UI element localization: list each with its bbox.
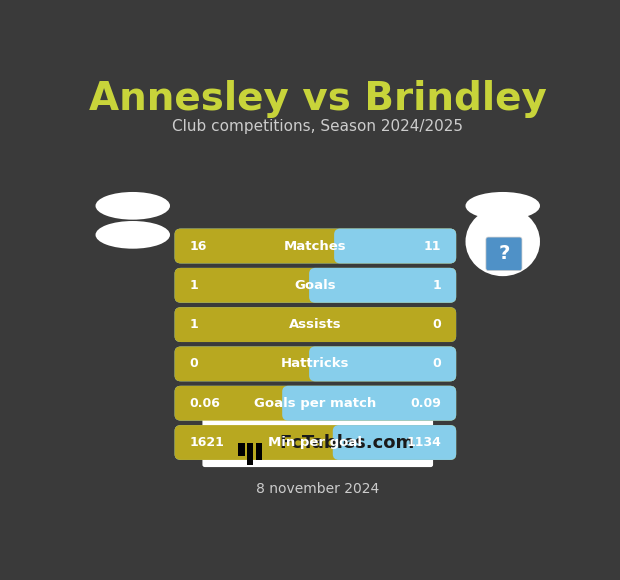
FancyBboxPatch shape [175,386,456,420]
Text: Goals: Goals [294,279,336,292]
FancyBboxPatch shape [175,346,456,381]
FancyBboxPatch shape [486,237,522,270]
Bar [339,431,450,454]
Text: Matches: Matches [284,240,347,252]
Ellipse shape [466,207,540,276]
Text: 0: 0 [433,357,441,371]
Text: 1134: 1134 [406,436,441,449]
Text: Hattricks: Hattricks [281,357,350,371]
FancyBboxPatch shape [333,425,456,460]
Text: 1: 1 [190,318,198,331]
FancyBboxPatch shape [175,346,456,381]
FancyBboxPatch shape [175,307,456,342]
FancyBboxPatch shape [175,268,456,303]
Bar [256,443,262,461]
Text: ?: ? [498,244,510,263]
Ellipse shape [466,192,540,220]
Text: 16: 16 [190,240,207,252]
FancyBboxPatch shape [175,425,456,460]
FancyBboxPatch shape [282,386,456,420]
Text: Assists: Assists [289,318,342,331]
Text: 1: 1 [433,279,441,292]
FancyBboxPatch shape [175,229,456,263]
FancyBboxPatch shape [309,346,456,381]
Text: 0.06: 0.06 [190,397,220,409]
Text: 0.09: 0.09 [410,397,441,409]
Text: Goals per match: Goals per match [254,397,376,409]
Bar [316,352,450,375]
FancyBboxPatch shape [175,425,456,460]
Text: Club competitions, Season 2024/2025: Club competitions, Season 2024/2025 [172,119,463,134]
Text: FcTables.com: FcTables.com [279,433,414,451]
Text: 1: 1 [190,279,198,292]
Bar [288,392,450,415]
FancyBboxPatch shape [334,229,456,263]
Text: 11: 11 [423,240,441,252]
Ellipse shape [95,192,170,220]
Text: Annesley vs Brindley: Annesley vs Brindley [89,79,547,118]
Text: 8 november 2024: 8 november 2024 [256,481,379,495]
Bar [247,443,254,465]
Bar [316,274,450,297]
FancyBboxPatch shape [309,268,456,303]
Text: Min per goal: Min per goal [268,436,362,449]
Bar [239,443,245,456]
Text: 0: 0 [433,318,441,331]
FancyBboxPatch shape [175,268,456,303]
Ellipse shape [95,221,170,249]
Text: 1621: 1621 [190,436,224,449]
FancyBboxPatch shape [202,418,433,467]
FancyBboxPatch shape [175,386,456,420]
FancyBboxPatch shape [175,229,456,263]
Bar [340,234,450,258]
Text: 0: 0 [190,357,198,371]
FancyBboxPatch shape [175,307,456,342]
